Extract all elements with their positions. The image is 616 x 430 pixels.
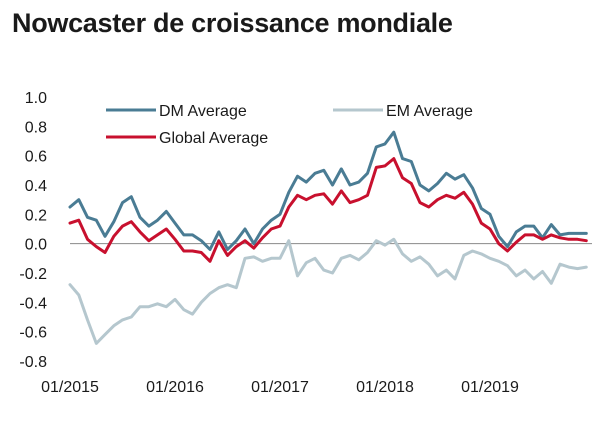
x-axis: 01/2015 01/2016 01/2017 01/2018 01/2019 bbox=[41, 379, 519, 396]
series-line-dm-average bbox=[68, 130, 588, 251]
legend-label-global-average: Global Average bbox=[159, 130, 268, 147]
y-tick-label: -0.4 bbox=[19, 295, 47, 312]
series-line-em-average bbox=[68, 237, 588, 345]
y-tick-label: 1.0 bbox=[25, 90, 47, 107]
y-tick-label: 0.6 bbox=[25, 149, 47, 166]
chart-title: Nowcaster de croissance mondiale bbox=[12, 8, 453, 38]
legend-label-dm-average: DM Average bbox=[159, 103, 247, 120]
x-tick-label: 01/2015 bbox=[41, 379, 99, 396]
series-group bbox=[68, 130, 588, 345]
y-tick-label: 0.4 bbox=[25, 178, 47, 195]
series-line-global-average bbox=[68, 157, 588, 263]
legend-label-em-average: EM Average bbox=[386, 103, 473, 120]
y-tick-label: 0.8 bbox=[25, 119, 47, 136]
y-tick-label: -0.2 bbox=[19, 266, 47, 283]
legend: DM Average EM Average Global Average bbox=[106, 103, 473, 147]
x-tick-label: 01/2017 bbox=[251, 379, 309, 396]
x-tick-label: 01/2016 bbox=[146, 379, 204, 396]
y-tick-label: 0.0 bbox=[25, 237, 47, 254]
y-tick-label: -0.8 bbox=[19, 354, 47, 371]
x-tick-label: 01/2018 bbox=[356, 379, 414, 396]
x-tick-label: 01/2019 bbox=[461, 379, 519, 396]
y-axis: 1.0 0.8 0.6 0.4 0.2 0.0 -0.2 -0.4 -0.6 -0.8 bbox=[19, 90, 47, 371]
y-tick-label: -0.6 bbox=[19, 325, 47, 342]
y-tick-label: 0.2 bbox=[25, 207, 47, 224]
